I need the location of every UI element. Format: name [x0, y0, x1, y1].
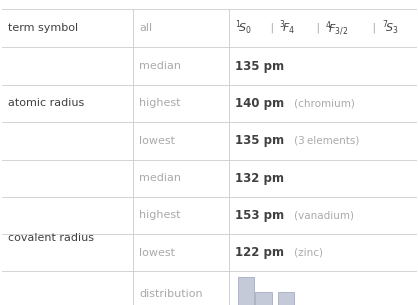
Text: all: all [139, 23, 152, 33]
Text: |: | [267, 23, 277, 34]
Text: 135 pm: 135 pm [235, 134, 285, 147]
Text: $^1\!S_0$: $^1\!S_0$ [235, 19, 252, 38]
Text: $^3\!F_4$: $^3\!F_4$ [279, 19, 296, 38]
Text: $^4\!F_{3/2}$: $^4\!F_{3/2}$ [325, 19, 349, 38]
Text: |: | [313, 23, 323, 34]
Text: 132 pm: 132 pm [235, 172, 284, 185]
Text: 153 pm: 153 pm [235, 209, 285, 222]
Text: atomic radius: atomic radius [8, 99, 84, 108]
Text: (3 elements): (3 elements) [292, 136, 359, 146]
Text: $^7\!S_3$: $^7\!S_3$ [382, 19, 398, 38]
Text: lowest: lowest [139, 136, 175, 146]
Text: distribution: distribution [139, 289, 203, 299]
Text: 122 pm: 122 pm [235, 246, 284, 259]
Text: (chromium): (chromium) [292, 99, 354, 108]
Text: highest: highest [139, 99, 181, 108]
Text: lowest: lowest [139, 248, 175, 258]
Text: |: | [369, 23, 380, 34]
Text: highest: highest [139, 210, 181, 221]
Text: median: median [139, 61, 181, 71]
Text: (zinc): (zinc) [292, 248, 323, 258]
Text: (vanadium): (vanadium) [292, 210, 354, 221]
Bar [255, 292, 272, 305]
Text: covalent radius: covalent radius [8, 233, 94, 242]
Text: median: median [139, 173, 181, 183]
Text: term symbol: term symbol [8, 23, 79, 33]
Bar [278, 292, 294, 305]
Bar [238, 277, 254, 305]
Text: 140 pm: 140 pm [235, 97, 285, 110]
Text: 135 pm: 135 pm [235, 59, 285, 73]
